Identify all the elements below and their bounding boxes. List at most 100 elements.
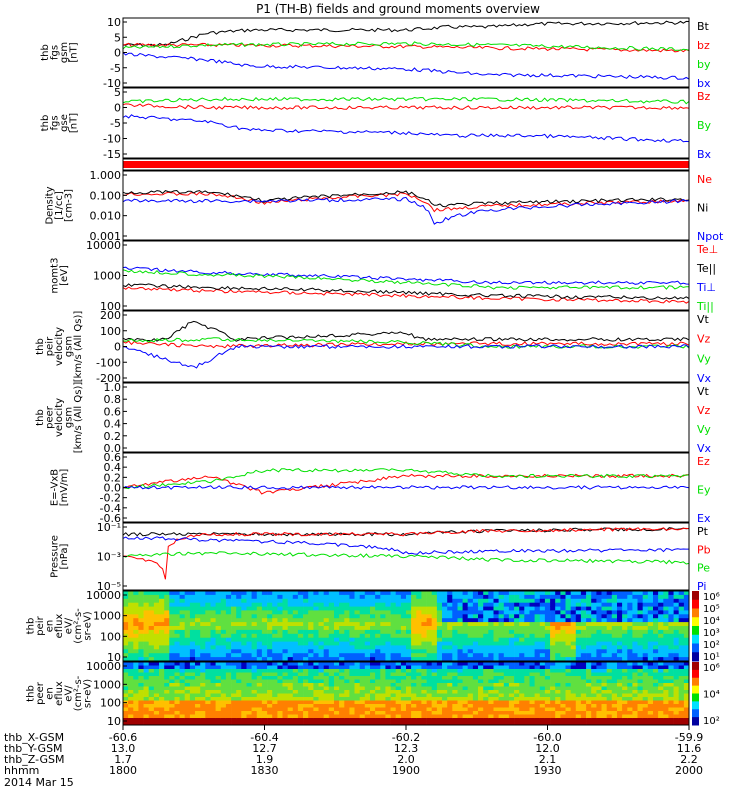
spectrogram-cell — [601, 679, 607, 684]
spectrogram-cell — [313, 633, 319, 639]
spectrogram-cell — [591, 606, 597, 611]
spectrogram-cell — [277, 626, 283, 631]
spectrogram-cell — [220, 690, 227, 694]
spectrogram-cell — [467, 645, 474, 650]
spectrogram-cell — [179, 662, 186, 666]
spectrogram-cell — [411, 645, 417, 650]
spectrogram-cell — [483, 622, 489, 627]
spectrogram-cell — [385, 718, 391, 722]
spectrogram-cell — [627, 653, 633, 658]
spectrogram-cell — [210, 653, 216, 658]
spectrogram-cell — [539, 665, 546, 670]
spectrogram-cell — [622, 704, 628, 708]
spectrogram-cell — [570, 714, 577, 719]
spectrogram-cell — [231, 629, 237, 635]
spectrogram-cell — [647, 614, 654, 619]
spectrogram-cell — [611, 690, 618, 694]
spectrogram-cell — [205, 704, 211, 708]
spectrogram-cell — [462, 672, 469, 677]
spectrogram-cell — [580, 591, 587, 596]
spectrogram-cell — [344, 714, 350, 719]
legend-bx: bx — [697, 77, 711, 90]
spectrogram-cell — [308, 700, 314, 705]
spectrogram-cell — [508, 686, 515, 691]
spectrogram-cell — [524, 662, 530, 666]
spectrogram-cell — [617, 686, 623, 691]
spectrogram-cell — [169, 672, 175, 677]
spectrogram-cell — [364, 622, 371, 627]
spectrogram-cell — [143, 697, 150, 701]
spectrogram-cell — [498, 679, 505, 684]
spectrogram-cell — [457, 686, 463, 691]
spectrogram-cell — [411, 700, 417, 705]
spectrogram-cell — [447, 662, 453, 666]
spectrogram-cell — [416, 721, 422, 726]
spectrogram-cell — [123, 714, 129, 719]
spectrogram-cell — [395, 700, 402, 705]
spectrogram-cell — [359, 718, 366, 722]
spectrogram-cell — [231, 683, 237, 687]
spectrogram-cell — [416, 662, 422, 666]
spectrogram-cell — [606, 602, 613, 607]
spectrogram-cell — [493, 679, 499, 684]
legend-Vt: Vt — [697, 385, 710, 398]
spectrogram-cell — [174, 676, 180, 680]
spectrogram-cell — [241, 697, 247, 701]
spectrogram-cell — [565, 598, 571, 604]
spectrogram-cell — [231, 637, 237, 642]
spectrogram-cell — [390, 629, 397, 635]
spectrogram-cell — [380, 606, 386, 611]
spectrogram-cell — [225, 665, 232, 670]
spectrogram-cell — [627, 633, 633, 639]
spectrogram-cell — [164, 594, 170, 600]
spectrogram-cell — [658, 606, 664, 611]
spectrogram-cell — [611, 679, 618, 684]
series-Ey — [122, 468, 690, 490]
spectrogram-cell — [215, 602, 222, 607]
spectrogram-cell — [215, 614, 222, 619]
spectrogram-cell — [611, 641, 618, 646]
spectrogram-cell — [663, 690, 669, 694]
spectrogram-cell — [421, 669, 427, 673]
spectrogram-cell — [529, 645, 535, 650]
spectrogram-cell — [436, 606, 443, 611]
spectrogram-cell — [426, 662, 433, 666]
spectrogram-cell — [169, 633, 175, 639]
spectrogram-cell — [457, 633, 463, 639]
spectrogram-cell — [421, 690, 427, 694]
spectrogram-cell — [503, 594, 510, 600]
spectrogram-cell — [627, 657, 633, 662]
spectrogram-cell — [406, 711, 412, 715]
spectrogram-cell — [519, 697, 525, 701]
spectrogram-cell — [364, 629, 371, 635]
spectrogram-cell — [611, 633, 618, 639]
spectrogram-cell — [313, 704, 319, 708]
spectrogram-cell — [406, 641, 412, 646]
spectrogram-cell — [272, 721, 278, 726]
spectrogram-cell — [189, 700, 196, 705]
spectrogram-cell — [370, 718, 376, 722]
spectrogram-cell — [421, 704, 427, 708]
spectrogram-cell — [678, 683, 685, 687]
spectrogram-cell — [159, 618, 165, 623]
spectrogram-cell — [442, 591, 448, 596]
colorbar-step — [692, 685, 699, 694]
spectrogram-cell — [390, 633, 397, 639]
spectrogram-cell — [189, 598, 196, 604]
spectrogram-cell — [210, 594, 216, 600]
y-tick-label: 0.6 — [104, 451, 122, 464]
spectrogram-cell — [364, 721, 371, 726]
spectrogram-cell — [570, 683, 577, 687]
spectrogram-cell — [354, 676, 360, 680]
y-axis-label: Density — [45, 186, 56, 224]
spectrogram-cell — [570, 637, 577, 642]
spectrogram-cell — [344, 637, 350, 642]
colorbar-step — [692, 626, 699, 636]
spectrogram-cell — [508, 649, 515, 654]
spectrogram-cell — [323, 645, 330, 650]
spectrogram-cell — [400, 721, 407, 726]
spectrogram-cell — [431, 618, 438, 623]
spectrogram-cell — [653, 686, 659, 691]
spectrogram-cell — [673, 606, 680, 611]
spectrogram-cell — [231, 618, 237, 623]
